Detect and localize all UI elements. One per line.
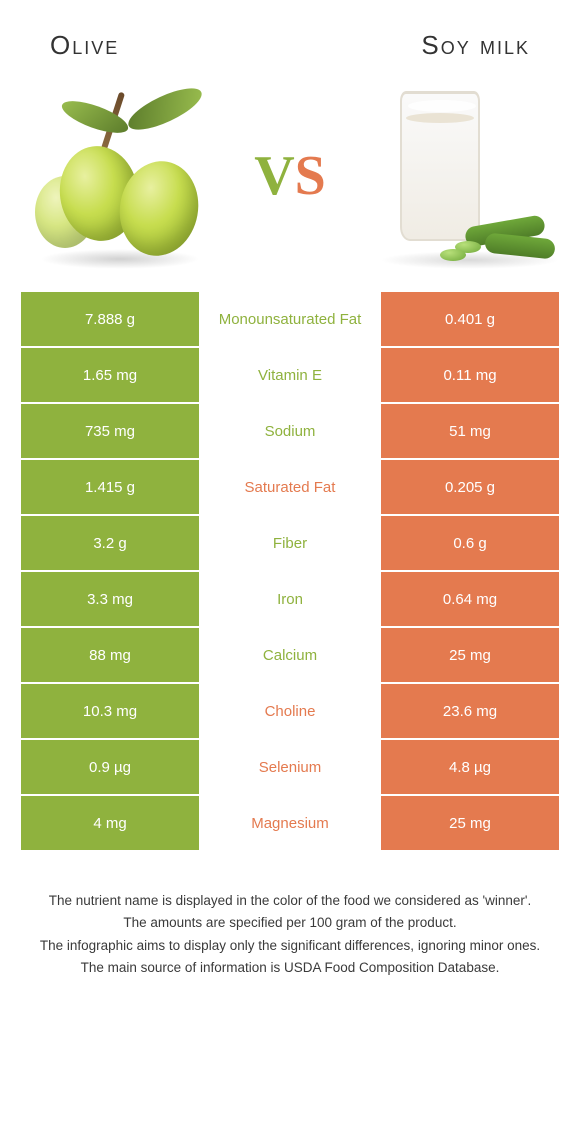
right-value: 25 mg	[380, 627, 560, 683]
soymilk-illustration	[370, 91, 550, 261]
left-value: 1.415 g	[20, 459, 200, 515]
left-value: 4 mg	[20, 795, 200, 851]
comparison-table: 7.888 gMonounsaturated Fat0.401 g1.65 mg…	[20, 291, 560, 851]
right-value: 0.11 mg	[380, 347, 560, 403]
left-value: 7.888 g	[20, 291, 200, 347]
footnote-line: The infographic aims to display only the…	[30, 936, 550, 956]
right-value: 4.8 µg	[380, 739, 560, 795]
vs-s: S	[295, 145, 326, 207]
left-value: 0.9 µg	[20, 739, 200, 795]
left-value: 10.3 mg	[20, 683, 200, 739]
left-value: 3.3 mg	[20, 571, 200, 627]
nutrient-label: Monounsaturated Fat	[200, 291, 380, 347]
right-value: 51 mg	[380, 403, 560, 459]
nutrient-label: Magnesium	[200, 795, 380, 851]
left-value: 88 mg	[20, 627, 200, 683]
nutrient-label: Selenium	[200, 739, 380, 795]
title-left: Olive	[50, 30, 119, 61]
footnote-line: The main source of information is USDA F…	[30, 958, 550, 978]
right-value: 23.6 mg	[380, 683, 560, 739]
nutrient-label: Iron	[200, 571, 380, 627]
footnote-line: The amounts are specified per 100 gram o…	[30, 913, 550, 933]
right-value: 0.401 g	[380, 291, 560, 347]
table-row: 4 mgMagnesium25 mg	[20, 795, 560, 851]
table-row: 0.9 µgSelenium4.8 µg	[20, 739, 560, 795]
table-row: 7.888 gMonounsaturated Fat0.401 g	[20, 291, 560, 347]
left-value: 1.65 mg	[20, 347, 200, 403]
table-row: 1.65 mgVitamin E0.11 mg	[20, 347, 560, 403]
nutrient-label: Choline	[200, 683, 380, 739]
right-value: 0.6 g	[380, 515, 560, 571]
table-row: 88 mgCalcium25 mg	[20, 627, 560, 683]
right-value: 0.205 g	[380, 459, 560, 515]
hero: VS	[0, 71, 580, 291]
nutrient-label: Calcium	[200, 627, 380, 683]
right-value: 0.64 mg	[380, 571, 560, 627]
nutrient-label: Fiber	[200, 515, 380, 571]
right-value: 25 mg	[380, 795, 560, 851]
table-row: 10.3 mgCholine23.6 mg	[20, 683, 560, 739]
nutrient-label: Sodium	[200, 403, 380, 459]
left-value: 3.2 g	[20, 515, 200, 571]
title-right: Soy milk	[421, 30, 530, 61]
olive-illustration	[30, 91, 210, 261]
vs-label: VS	[254, 144, 326, 208]
table-row: 3.2 gFiber0.6 g	[20, 515, 560, 571]
vs-v: V	[254, 145, 294, 207]
table-row: 735 mgSodium51 mg	[20, 403, 560, 459]
table-row: 1.415 gSaturated Fat0.205 g	[20, 459, 560, 515]
footnotes: The nutrient name is displayed in the co…	[0, 851, 580, 978]
nutrient-label: Saturated Fat	[200, 459, 380, 515]
footnote-line: The nutrient name is displayed in the co…	[30, 891, 550, 911]
nutrient-label: Vitamin E	[200, 347, 380, 403]
header: Olive Soy milk	[0, 0, 580, 71]
table-row: 3.3 mgIron0.64 mg	[20, 571, 560, 627]
left-value: 735 mg	[20, 403, 200, 459]
